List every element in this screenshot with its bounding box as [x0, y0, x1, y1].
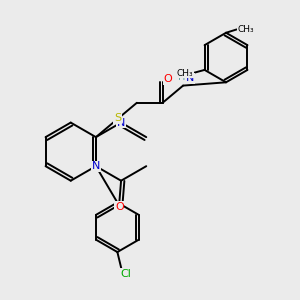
- Text: Cl: Cl: [121, 268, 132, 278]
- Text: H: H: [178, 72, 185, 82]
- Text: N: N: [92, 161, 100, 171]
- Text: S: S: [114, 113, 121, 123]
- Text: O: O: [163, 74, 172, 84]
- Text: N: N: [186, 73, 194, 83]
- Text: O: O: [115, 202, 124, 212]
- Text: CH₃: CH₃: [176, 69, 193, 78]
- Text: N: N: [117, 118, 125, 128]
- Text: CH₃: CH₃: [238, 25, 254, 34]
